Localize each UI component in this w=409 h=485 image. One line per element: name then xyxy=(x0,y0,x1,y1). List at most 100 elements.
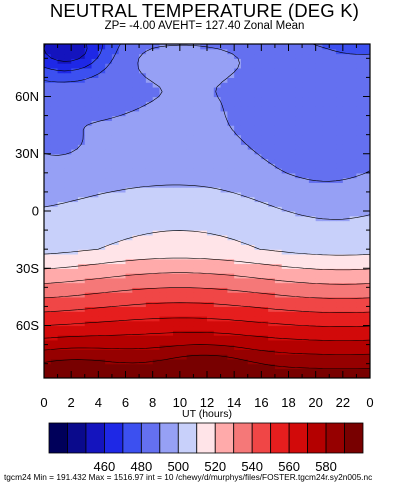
field-cell xyxy=(111,201,120,207)
field-cell xyxy=(159,273,167,279)
field-cell xyxy=(159,106,167,112)
field-cell xyxy=(118,191,127,198)
field-cell xyxy=(308,268,317,274)
field-cell xyxy=(261,201,269,207)
colorbar-label: 480 xyxy=(130,459,152,474)
field-cell xyxy=(50,144,59,150)
field-cell xyxy=(281,330,290,336)
field-cell xyxy=(132,363,140,370)
field-cell xyxy=(240,320,249,327)
field-cell xyxy=(213,220,222,226)
field-cell xyxy=(342,354,351,360)
field-cell xyxy=(98,373,106,378)
field-cell xyxy=(308,168,317,174)
field-cell xyxy=(207,287,215,293)
field-cell xyxy=(281,296,290,303)
field-cell xyxy=(254,358,262,365)
field-cell xyxy=(193,335,201,341)
field-cell xyxy=(336,63,344,69)
field-cell xyxy=(50,320,59,327)
field-cell xyxy=(281,315,290,322)
field-cell xyxy=(50,344,59,350)
field-cell xyxy=(193,53,201,59)
field-cell xyxy=(356,249,364,255)
field-cell xyxy=(152,158,161,164)
field-cell xyxy=(84,82,93,88)
field-cell xyxy=(145,134,154,141)
field-cell xyxy=(342,44,351,50)
field-cell xyxy=(166,244,174,250)
field-cell xyxy=(179,330,188,336)
field-cell xyxy=(213,110,222,117)
field-cell xyxy=(193,96,201,102)
field-cell xyxy=(50,191,59,198)
field-cell xyxy=(315,115,324,121)
field-cell xyxy=(166,120,174,126)
field-cell xyxy=(336,211,344,217)
field-cell xyxy=(281,53,290,59)
field-cell xyxy=(308,196,317,203)
field-cell xyxy=(220,287,228,293)
field-cell xyxy=(315,225,324,231)
field-cell xyxy=(118,206,127,212)
field-cell xyxy=(240,263,249,269)
field-cell xyxy=(281,320,290,327)
field-cell xyxy=(166,277,174,284)
field-cell xyxy=(64,158,72,164)
field-cell xyxy=(139,335,147,341)
field-cell xyxy=(118,315,127,322)
field-cell xyxy=(342,53,351,59)
field-cell xyxy=(207,277,215,284)
field-cell xyxy=(254,330,262,336)
field-cell xyxy=(132,196,140,203)
field-cell xyxy=(213,163,222,169)
field-cell xyxy=(240,120,249,126)
field-cell xyxy=(91,115,99,121)
field-cell xyxy=(91,215,99,222)
field-cell xyxy=(71,320,79,327)
field-cell xyxy=(145,225,154,231)
field-cell xyxy=(342,48,351,55)
field-cell xyxy=(288,134,296,141)
field-cell xyxy=(173,368,181,374)
field-cell xyxy=(261,63,269,69)
field-cell xyxy=(173,44,181,50)
field-cell xyxy=(84,277,93,284)
field-cell xyxy=(71,220,79,226)
field-cell xyxy=(207,282,215,288)
field-cell xyxy=(281,72,290,78)
field-cell xyxy=(281,368,290,374)
field-cell xyxy=(274,339,283,346)
field-cell xyxy=(98,201,106,207)
field-cell xyxy=(139,172,147,179)
field-cell xyxy=(274,344,283,350)
field-cell xyxy=(186,206,195,212)
field-cell xyxy=(268,339,276,346)
field-cell xyxy=(64,292,72,298)
field-cell xyxy=(44,311,52,317)
field-cell xyxy=(247,172,256,179)
field-cell xyxy=(98,77,106,83)
field-cell xyxy=(356,253,364,260)
field-cell xyxy=(207,191,215,198)
field-cell xyxy=(308,373,317,378)
field-cell xyxy=(308,129,317,136)
field-cell xyxy=(295,148,303,155)
field-cell xyxy=(64,373,72,378)
field-cell xyxy=(329,225,337,231)
field-cell xyxy=(159,86,167,93)
field-cell xyxy=(234,335,242,341)
field-cell xyxy=(84,172,93,179)
field-cell xyxy=(166,187,174,193)
field-cell xyxy=(166,239,174,245)
field-cell xyxy=(261,82,269,88)
field-cell xyxy=(356,282,364,288)
field-cell xyxy=(44,67,52,74)
field-cell xyxy=(132,44,140,50)
field-cell xyxy=(342,67,351,74)
field-cell xyxy=(173,339,181,346)
field-cell xyxy=(274,368,283,374)
field-cell xyxy=(186,373,195,378)
field-cell xyxy=(342,239,351,245)
field-cell xyxy=(213,168,222,174)
